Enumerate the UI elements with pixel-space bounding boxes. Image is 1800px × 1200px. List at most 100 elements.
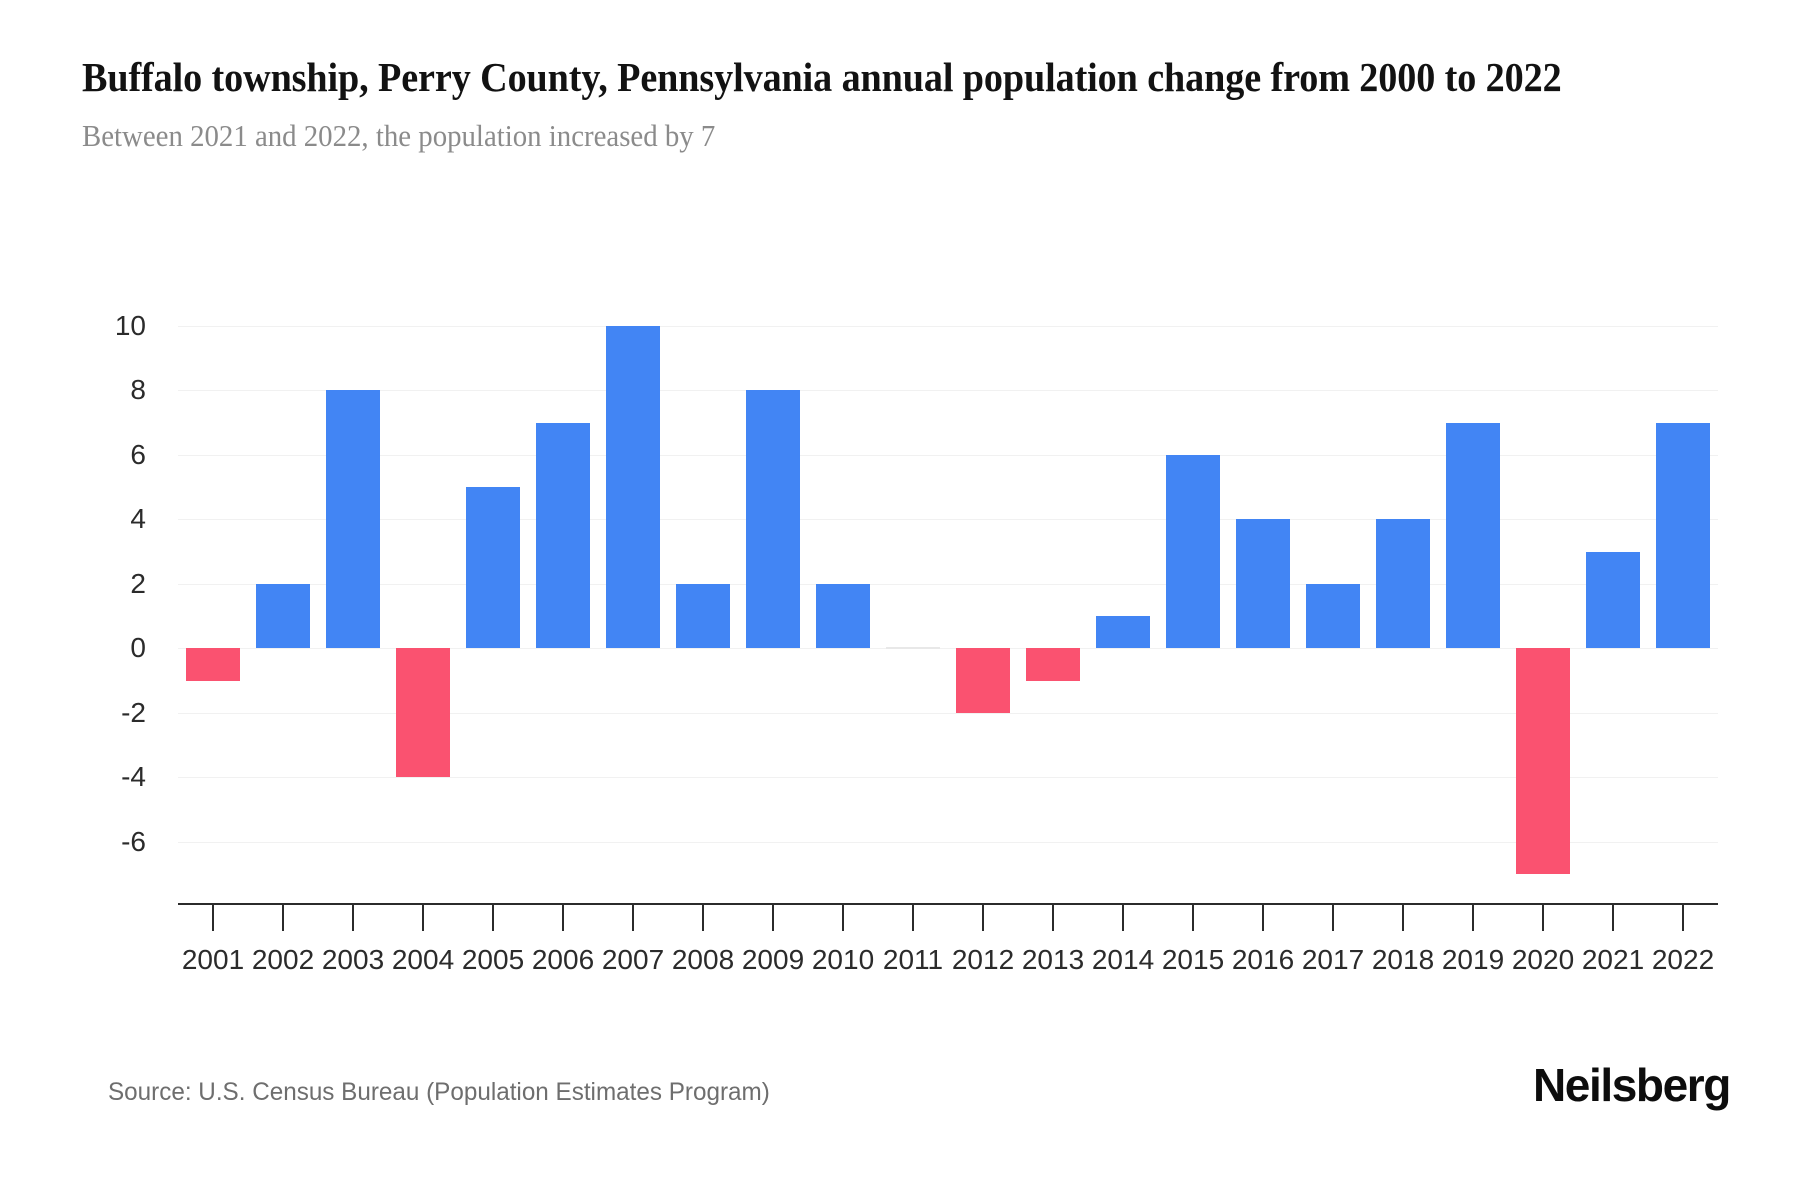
x-axis-tick-label-2014: 2014 [1091,944,1155,975]
bar-slot[interactable] [948,300,1018,900]
y-axis-tick-label: -2 [121,696,146,728]
x-axis-tick [912,903,914,931]
y-axis-tick-label: 10 [114,309,146,341]
x-axis-tick-label-2007: 2007 [601,944,665,975]
x-axis-tick [702,903,704,931]
bar-slot[interactable] [1368,300,1438,900]
bar-2003[interactable] [326,390,380,649]
x-axis-tick-label-2012: 2012 [951,944,1015,975]
neilsberg-logo: Neilsberg [1532,1059,1731,1111]
y-axis-tick-label: 0 [130,632,146,664]
x-axis-tick [422,903,424,931]
bar-2008[interactable] [676,583,730,649]
x-axis-tick-label-2016: 2016 [1231,944,1295,975]
y-axis-tick-label: 4 [130,503,146,535]
x-axis-tick-label-2001: 2001 [181,944,245,975]
bar-slot[interactable] [1158,300,1228,900]
gridline [178,390,1718,392]
x-axis-tick-label-2005: 2005 [461,944,525,975]
x-axis-tick-label-2003: 2003 [321,944,385,975]
x-axis-tick-label-2009: 2009 [741,944,805,975]
y-axis-tick-label: 6 [130,438,146,470]
plot-area [178,300,1718,900]
x-axis-tick-label-2022: 2022 [1651,944,1715,975]
x-axis-tick-label-2018: 2018 [1371,944,1435,975]
bar-2020[interactable] [1516,648,1570,875]
bar-slot[interactable] [388,300,458,900]
bar-2016[interactable] [1236,519,1290,649]
bar-slot[interactable] [178,300,248,900]
bar-2015[interactable] [1166,454,1220,649]
x-axis-tick-label-2011: 2011 [882,944,944,975]
x-axis-tick [1052,903,1054,931]
bar-2013[interactable] [1026,648,1080,681]
bar-slot[interactable] [598,300,668,900]
bar-slot[interactable] [738,300,808,900]
bar-slot[interactable] [528,300,598,900]
bar-2002[interactable] [256,583,310,649]
x-axis-tick [212,903,214,931]
bar-slot[interactable] [1648,300,1718,900]
bar-2004[interactable] [396,648,450,778]
chart-subtitle: Between 2021 and 2022, the population in… [82,118,716,153]
bar-slot[interactable] [1508,300,1578,900]
bar-2018[interactable] [1376,519,1430,649]
gridline [178,712,1718,714]
x-axis-tick [1192,903,1194,931]
x-axis-tick-label-2015: 2015 [1161,944,1225,975]
x-axis-tick [1402,903,1404,931]
bar-2022[interactable] [1656,422,1710,649]
bar-slot[interactable] [1228,300,1298,900]
x-axis-tick-label-2002: 2002 [251,944,315,975]
x-axis-tick [352,903,354,931]
x-axis-tick-label-2021: 2021 [1581,944,1645,975]
x-axis-tick-label-2004: 2004 [391,944,455,975]
bar-slot[interactable] [1088,300,1158,900]
bar-2014[interactable] [1096,616,1150,649]
x-axis-tick [842,903,844,931]
source-note: Source: U.S. Census Bureau (Population E… [108,1078,770,1106]
bar-2012[interactable] [956,648,1010,713]
x-axis-tick [1682,903,1684,931]
bar-2011[interactable] [886,647,940,650]
x-axis-tick [632,903,634,931]
gridline [178,583,1718,585]
gridline [178,777,1718,779]
gridline [178,841,1718,843]
chart-header: Buffalo township, Perry County, Pennsylv… [82,52,1800,156]
x-axis-tick-label-2010: 2010 [811,944,875,975]
bar-slot[interactable] [1438,300,1508,900]
bar-2019[interactable] [1446,422,1500,649]
bar-slot[interactable] [458,300,528,900]
bar-2007[interactable] [606,325,660,649]
bar-2021[interactable] [1586,551,1640,649]
bar-slot[interactable] [318,300,388,900]
bar-2009[interactable] [746,390,800,649]
bar-slot[interactable] [248,300,318,900]
x-axis-tick [982,903,984,931]
x-axis-tick [562,903,564,931]
bar-2001[interactable] [186,648,240,681]
x-axis-tick [1542,903,1544,931]
y-axis-tick-label: -6 [121,825,146,857]
x-axis-tick [1122,903,1124,931]
bar-2005[interactable] [466,487,520,649]
bar-slot[interactable] [1578,300,1648,900]
gridline [178,454,1718,456]
bar-slot[interactable] [668,300,738,900]
bar-2010[interactable] [816,583,870,649]
bar-series [178,300,1718,900]
x-axis-tick-label-2020: 2020 [1511,944,1575,975]
bar-2017[interactable] [1306,583,1360,649]
bar-slot[interactable] [1018,300,1088,900]
gridline [178,648,1718,650]
x-axis-tick [772,903,774,931]
bar-slot[interactable] [808,300,878,900]
x-axis-tick-label-2017: 2017 [1301,944,1365,975]
bar-2006[interactable] [536,422,590,649]
x-axis-tick [1262,903,1264,931]
bar-slot[interactable] [1298,300,1368,900]
gridline [178,519,1718,521]
bar-slot[interactable] [878,300,948,900]
